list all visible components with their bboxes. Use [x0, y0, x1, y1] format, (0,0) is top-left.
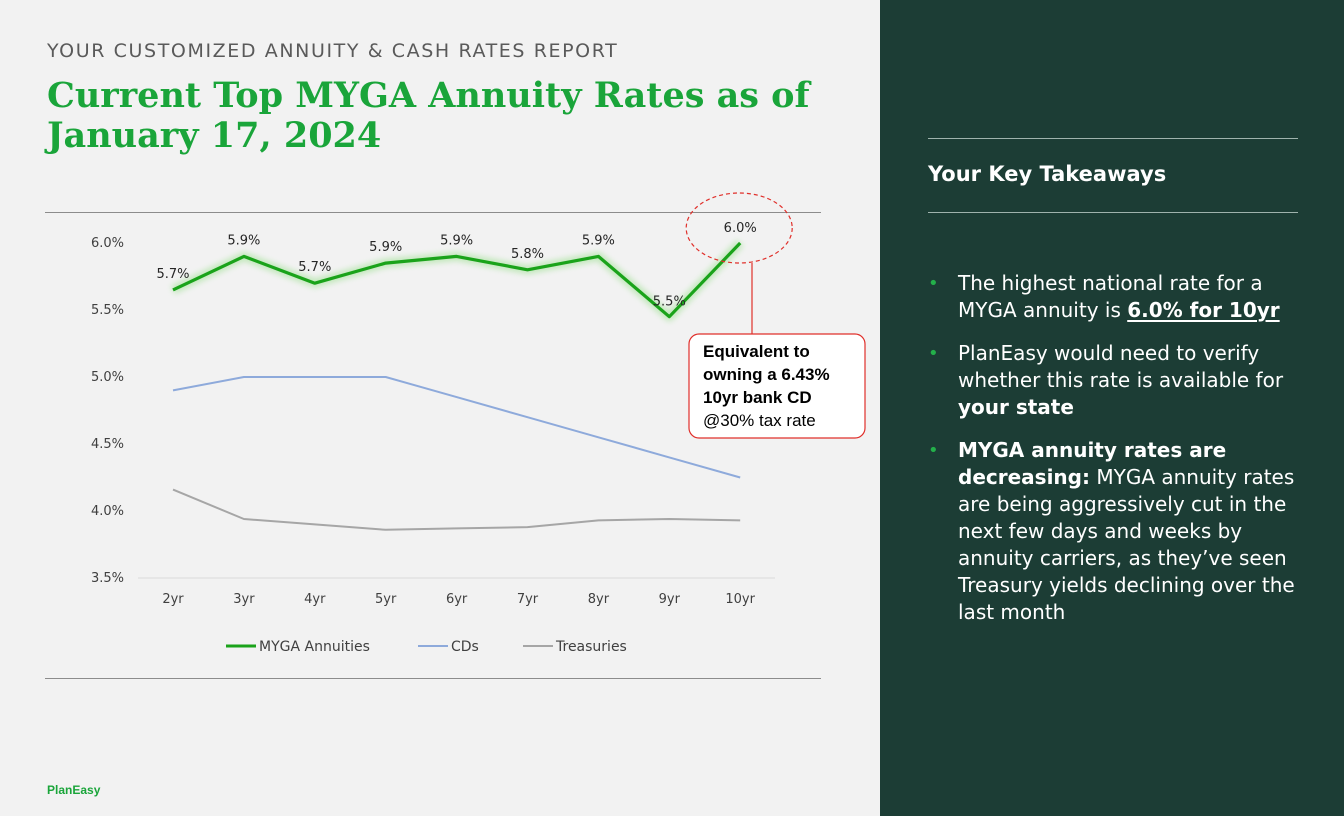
- panel-top-rule: [928, 138, 1298, 139]
- callout-box: [688, 333, 866, 439]
- x-tick-label: 4yr: [304, 592, 326, 607]
- brand-logo: PlanEasy: [47, 783, 101, 797]
- x-tick-label: 10yr: [725, 592, 755, 607]
- y-tick-label: 4.5%: [91, 437, 124, 452]
- bullet-icon: •: [928, 343, 939, 364]
- panel-title: Your Key Takeaways: [928, 162, 1167, 186]
- y-tick-label: 5.5%: [91, 303, 124, 318]
- takeaways-panel: Your Key Takeaways • The highest nationa…: [880, 0, 1344, 816]
- takeaway-item: • The highest national rate for a MYGA a…: [928, 270, 1308, 324]
- panel-mid-rule: [928, 212, 1298, 213]
- y-tick-label: 6.0%: [91, 236, 124, 251]
- data-label: 5.9%: [440, 233, 473, 248]
- x-tick-label: 3yr: [233, 592, 255, 607]
- treasuries-series-line: [172, 488, 741, 531]
- data-label: 5.9%: [582, 233, 615, 248]
- data-label: 5.7%: [298, 260, 331, 275]
- x-tick-label: 7yr: [517, 592, 539, 607]
- report-slide: YOUR CUSTOMIZED ANNUITY & CASH RATES REP…: [45, 40, 866, 797]
- takeaway-text: MYGA annuity rates are being aggressivel…: [958, 465, 1295, 624]
- takeaway-text: PlanEasy would need to verify whether th…: [958, 341, 1284, 392]
- cds-series-line: [172, 376, 741, 479]
- report-kicker: YOUR CUSTOMIZED ANNUITY & CASH RATES REP…: [47, 40, 619, 62]
- callout-text: @30% tax rate: [703, 411, 816, 430]
- takeaway-item: • PlanEasy would need to verify whether …: [928, 340, 1308, 421]
- takeaway-item: • MYGA annuity rates are decreasing: MYG…: [928, 437, 1308, 626]
- x-tick-label: 6yr: [446, 592, 468, 607]
- callout-text: Equivalent to: [703, 342, 810, 361]
- takeaway-highlight: 6.0% for 10yr: [1127, 298, 1280, 322]
- y-tick-label: 5.0%: [91, 370, 124, 385]
- x-tick-label: 5yr: [375, 592, 397, 607]
- x-tick-label: 2yr: [162, 592, 184, 607]
- takeaway-bold: MYGA annuity rates are decreasing:: [958, 438, 1227, 489]
- x-tick-label: 8yr: [588, 592, 610, 607]
- x-tick-label: 9yr: [659, 592, 681, 607]
- data-label: 5.7%: [156, 267, 189, 282]
- legend-label: CDs: [451, 639, 479, 655]
- callout-text: owning a 6.43%: [703, 365, 830, 384]
- y-tick-label: 4.0%: [91, 504, 124, 519]
- chart-bottom-rule: [45, 678, 821, 679]
- y-tick-label: 3.5%: [91, 571, 124, 586]
- takeaway-bold: your state: [958, 395, 1074, 419]
- takeaway-text: The highest national rate for a MYGA ann…: [958, 271, 1263, 322]
- takeaway-list: • The highest national rate for a MYGA a…: [928, 270, 1308, 642]
- page-title: Current Top MYGA Annuity Rates as of Jan…: [47, 75, 810, 156]
- data-label: 5.8%: [511, 247, 544, 262]
- myga-series-line: [172, 241, 742, 319]
- data-label: 5.9%: [227, 233, 260, 248]
- rates-line-chart: 3.5% 4.0% 4.5% 5.0% 5.5% 6.0% 2yr 3yr 4yr 5yr 6yr 7…: [91, 192, 866, 655]
- bullet-icon: •: [928, 440, 939, 461]
- highlight-ellipse: [685, 192, 793, 264]
- legend-label: Treasuries: [555, 639, 627, 655]
- data-label: 5.5%: [653, 295, 686, 310]
- bullet-icon: •: [928, 273, 939, 294]
- data-label: 5.9%: [369, 240, 402, 255]
- callout-text: 10yr bank CD: [703, 388, 812, 407]
- chart-top-rule: [45, 212, 821, 213]
- legend-label: MYGA Annuities: [259, 639, 370, 655]
- data-label: 6.0%: [724, 221, 757, 236]
